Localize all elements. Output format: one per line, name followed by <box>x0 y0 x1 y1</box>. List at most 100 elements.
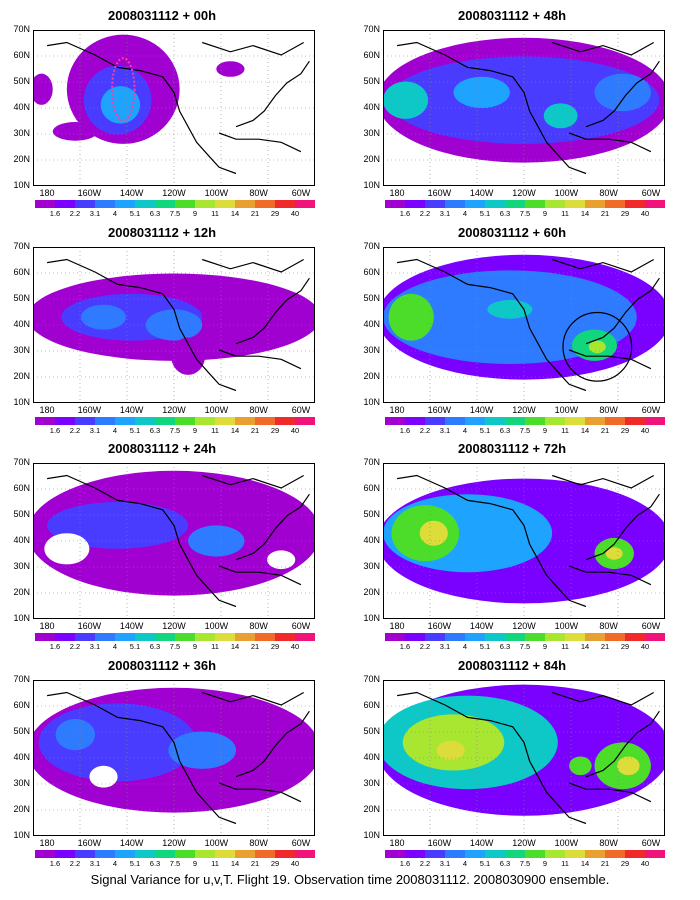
colorbar-label: 7.5 <box>519 642 531 651</box>
lat-label: 60N <box>13 483 30 493</box>
lon-label: 120W <box>512 621 536 631</box>
lat-label: 60N <box>363 50 380 60</box>
colorbar-label: 6.3 <box>149 642 161 651</box>
lon-label: 100W <box>204 188 229 198</box>
colorbar-swatch <box>295 417 315 425</box>
colorbar-swatch <box>155 417 175 425</box>
colorbar-label: 14 <box>580 209 590 218</box>
map-frame <box>33 30 315 186</box>
colorbar-label: 14 <box>230 642 240 651</box>
colorbar-label: 9 <box>542 642 548 651</box>
variance-contour <box>383 81 429 119</box>
colorbar-label: 29 <box>620 426 630 435</box>
colorbar-label: 4 <box>112 426 118 435</box>
lat-label: 50N <box>363 509 380 519</box>
lon-label: 60W <box>291 188 311 198</box>
colorbar-swatch <box>55 633 75 641</box>
lat-label: 50N <box>13 509 30 519</box>
colorbar-label: 11 <box>561 426 569 435</box>
colorbar-label: 9 <box>192 426 198 435</box>
lon-label: 80W <box>249 188 268 198</box>
lon-label: 180 <box>389 621 405 631</box>
colorbar-swatch <box>485 850 505 858</box>
colorbar-swatch <box>605 417 625 425</box>
lat-label: 30N <box>13 345 30 355</box>
colorbar-label: 14 <box>230 859 240 868</box>
lat-label: 20N <box>13 371 30 381</box>
colorbar-label: 1.6 <box>399 642 411 651</box>
colorbar <box>35 417 315 425</box>
colorbar-swatch <box>625 850 645 858</box>
region-circle <box>562 311 633 382</box>
colorbar-label: 6.3 <box>499 426 511 435</box>
colorbar-swatch <box>235 200 255 208</box>
colorbar-swatch <box>385 850 405 858</box>
lon-label: 160W <box>427 838 452 848</box>
colorbar-swatch <box>35 417 55 425</box>
lat-label: 60N <box>363 700 380 710</box>
colorbar-swatch <box>255 417 275 425</box>
colorbar-label: 40 <box>640 859 650 868</box>
colorbar-label: 21 <box>600 642 610 651</box>
lon-label: 140W <box>469 188 494 198</box>
panel-title: 2008031112 + 12h <box>108 225 217 240</box>
colorbar-swatch <box>645 200 665 208</box>
colorbar-label: 21 <box>250 209 260 218</box>
colorbar-label: 29 <box>270 426 280 435</box>
colorbar-swatch <box>295 850 315 858</box>
colorbar-label: 40 <box>640 426 650 435</box>
colorbar-label: 11 <box>561 209 569 218</box>
lat-label: 40N <box>363 102 380 112</box>
variance-contour <box>216 61 245 77</box>
colorbar-swatch <box>625 633 645 641</box>
lat-label: 70N <box>363 457 380 467</box>
map-frame <box>33 680 315 836</box>
variance-contour <box>388 293 434 341</box>
lat-label: 40N <box>13 102 30 112</box>
colorbar-swatch <box>155 200 175 208</box>
colorbar-label: 4 <box>112 642 118 651</box>
colorbar-label: 1.6 <box>49 859 61 868</box>
colorbar-label: 7.5 <box>169 426 181 435</box>
colorbar-swatch <box>195 200 215 208</box>
lon-label: 100W <box>204 621 229 631</box>
figure-caption: Signal Variance for u,v,T. Flight 19. Ob… <box>90 872 610 887</box>
lat-label: 60N <box>363 267 380 277</box>
colorbar-swatch <box>425 417 445 425</box>
colorbar-swatch <box>445 417 465 425</box>
colorbar-label: 40 <box>290 642 300 651</box>
colorbar-label: 40 <box>290 426 300 435</box>
colorbar-swatch <box>75 200 95 208</box>
coastline <box>397 41 660 175</box>
colorbar-swatch <box>175 850 195 858</box>
forecast-map <box>383 247 665 403</box>
colorbar-swatch <box>55 417 75 425</box>
colorbar-label: 14 <box>230 209 240 218</box>
colorbar-swatch <box>405 417 425 425</box>
colorbar-swatch <box>215 850 235 858</box>
colorbar-label: 29 <box>270 209 280 218</box>
colorbar-label: 40 <box>640 209 650 218</box>
variance-contour <box>100 86 141 124</box>
lon-label: 160W <box>77 188 102 198</box>
colorbar-swatch <box>645 850 665 858</box>
lon-label: 160W <box>77 838 102 848</box>
lon-label: 180 <box>389 188 405 198</box>
panel-title: 2008031112 + 00h <box>108 8 217 23</box>
lat-label: 30N <box>13 778 30 788</box>
colorbar-swatch <box>135 417 155 425</box>
colorbar-label: 3.1 <box>439 859 451 868</box>
forecast-map <box>383 30 665 186</box>
variance-contour <box>145 309 203 341</box>
colorbar-swatch <box>625 417 645 425</box>
lat-label: 10N <box>363 613 380 623</box>
colorbar-swatch <box>525 417 545 425</box>
panel-title: 2008031112 + 36h <box>108 658 217 673</box>
lon-label: 140W <box>469 621 494 631</box>
map-frame <box>33 247 315 403</box>
coastline <box>397 258 660 392</box>
lon-label: 100W <box>554 405 579 415</box>
colorbar-label: 2.2 <box>419 426 431 435</box>
colorbar-swatch <box>175 200 195 208</box>
colorbar-swatch <box>545 850 565 858</box>
